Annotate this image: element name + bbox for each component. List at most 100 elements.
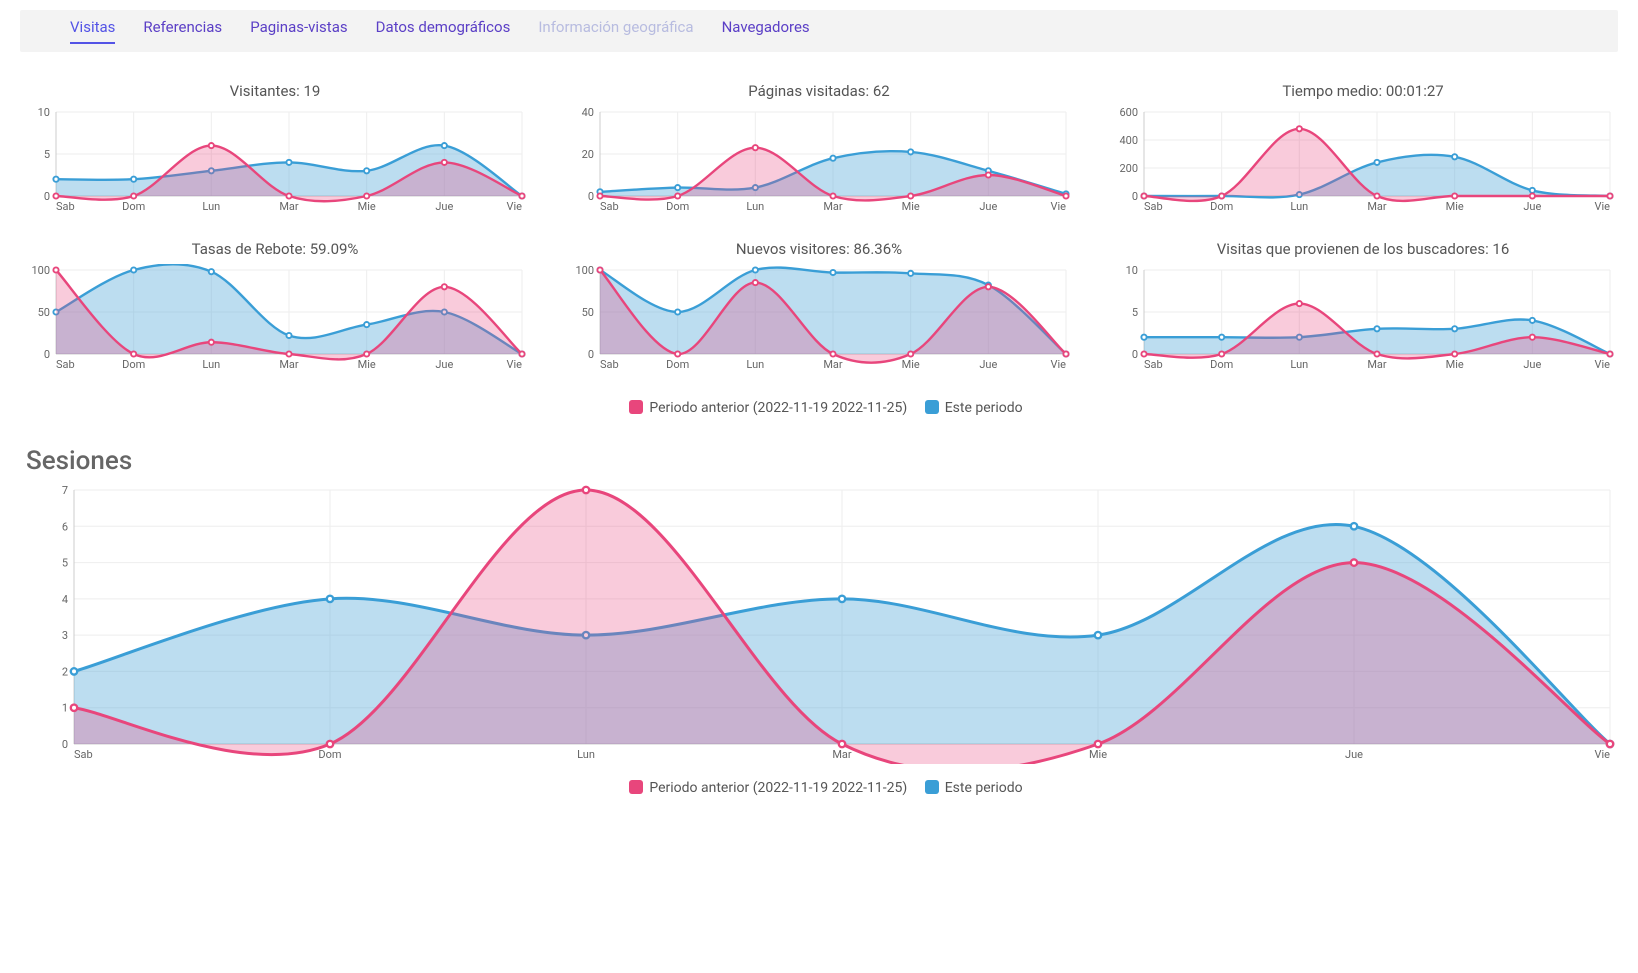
- sessions-chart: 0 1 2 3 4 5 6 7 Sab Dom Lun Mar Mie Jue Vie: [20, 484, 1618, 764]
- svg-text:50: 50: [582, 306, 594, 319]
- svg-text:Sab: Sab: [600, 358, 619, 371]
- svg-text:10: 10: [1126, 264, 1138, 277]
- svg-text:Mie: Mie: [902, 358, 920, 371]
- mini-chart-5: Visitas que provienen de los buscadores:…: [1108, 240, 1618, 374]
- svg-text:0: 0: [62, 738, 68, 751]
- svg-text:Lun: Lun: [577, 748, 595, 761]
- mini-chart-0: Visitantes: 190510SabDomLunMarMieJueVie: [20, 82, 530, 216]
- tab-navegadores[interactable]: Navegadores: [722, 18, 810, 44]
- svg-text:Mie: Mie: [1089, 748, 1107, 761]
- mini-chart-title: Visitas que provienen de los buscadores:…: [1108, 240, 1618, 258]
- svg-text:Mar: Mar: [823, 358, 843, 371]
- svg-text:6: 6: [62, 520, 68, 533]
- svg-text:Lun: Lun: [202, 358, 220, 371]
- svg-text:3: 3: [62, 629, 68, 642]
- svg-text:0: 0: [44, 190, 50, 203]
- svg-text:5: 5: [1132, 306, 1138, 319]
- svg-text:7: 7: [62, 484, 68, 497]
- svg-text:Sab: Sab: [1144, 200, 1163, 213]
- svg-text:4: 4: [62, 593, 68, 606]
- svg-text:0: 0: [1132, 348, 1138, 361]
- svg-text:Mie: Mie: [902, 200, 920, 213]
- svg-text:Vie: Vie: [506, 200, 522, 213]
- svg-text:Jue: Jue: [1345, 748, 1363, 761]
- mini-chart-title: Tiempo medio: 00:01:27: [1108, 82, 1618, 100]
- tab-datos-demogr-ficos[interactable]: Datos demográficos: [376, 18, 511, 44]
- svg-text:Vie: Vie: [1050, 358, 1066, 371]
- svg-text:Vie: Vie: [1594, 200, 1610, 213]
- svg-text:0: 0: [44, 348, 50, 361]
- svg-text:2: 2: [62, 665, 68, 678]
- svg-text:0: 0: [588, 190, 594, 203]
- svg-text:100: 100: [31, 264, 50, 277]
- svg-text:Lun: Lun: [746, 200, 764, 213]
- svg-text:Lun: Lun: [1290, 358, 1308, 371]
- svg-text:10: 10: [38, 106, 50, 119]
- mini-chart-4: Nuevos visitores: 86.36% 0 50 100 Sab Dom Lun M…: [564, 240, 1074, 374]
- legend-prev-label-2: Periodo anterior (2022-11-19 2022-11-25): [649, 780, 907, 796]
- svg-text:Vie: Vie: [1594, 358, 1610, 371]
- svg-text:Mar: Mar: [279, 200, 299, 213]
- svg-text:20: 20: [582, 148, 594, 161]
- svg-text:Sab: Sab: [74, 748, 93, 761]
- legend-curr-label-2: Este periodo: [945, 780, 1023, 796]
- svg-text:Dom: Dom: [122, 200, 145, 213]
- svg-text:Jue: Jue: [1523, 200, 1541, 213]
- mini-chart-plot: 0510SabDomLunMarMieJueVie: [1108, 264, 1618, 374]
- mini-chart-plot: 0 20 40 Sab Dom Lun Mar Mie Jue Vie: [564, 106, 1074, 216]
- svg-text:Mar: Mar: [1367, 200, 1387, 213]
- svg-text:Sab: Sab: [56, 358, 75, 371]
- svg-text:0: 0: [588, 348, 594, 361]
- svg-text:Vie: Vie: [506, 358, 522, 371]
- svg-text:Mar: Mar: [823, 200, 843, 213]
- mini-chart-title: Visitantes: 19: [20, 82, 530, 100]
- tab-paginas-vistas[interactable]: Paginas-vistas: [250, 18, 347, 44]
- legend-curr-label: Este periodo: [945, 400, 1023, 416]
- mini-chart-1: Páginas visitadas: 62 0 20 40 Sab Dom Lun Mar Mi…: [564, 82, 1074, 216]
- svg-text:200: 200: [1119, 162, 1138, 175]
- svg-text:5: 5: [44, 148, 50, 161]
- mini-chart-plot: 0200400600SabDomLunMarMieJueVie: [1108, 106, 1618, 216]
- svg-text:5: 5: [62, 557, 68, 570]
- svg-text:400: 400: [1119, 134, 1138, 147]
- tab-informaci-n-geogr-fica[interactable]: Información geográfica: [538, 18, 693, 44]
- svg-text:1: 1: [62, 702, 68, 715]
- svg-text:50: 50: [38, 306, 50, 319]
- svg-text:Dom: Dom: [1210, 200, 1233, 213]
- mini-charts-grid: Visitantes: 190510SabDomLunMarMieJueVieP…: [20, 82, 1618, 374]
- svg-text:100: 100: [575, 264, 594, 277]
- svg-text:Lun: Lun: [746, 358, 764, 371]
- mini-chart-title: Nuevos visitores: 86.36%: [564, 240, 1074, 258]
- svg-text:600: 600: [1119, 106, 1138, 119]
- svg-text:Mie: Mie: [358, 200, 376, 213]
- svg-text:Dom: Dom: [318, 748, 341, 761]
- svg-text:Dom: Dom: [1210, 358, 1233, 371]
- sessions-legend: Periodo anterior (2022-11-19 2022-11-25)…: [20, 780, 1618, 796]
- svg-text:Mar: Mar: [279, 358, 299, 371]
- mini-chart-title: Páginas visitadas: 62: [564, 82, 1074, 100]
- mini-chart-title: Tasas de Rebote: 59.09%: [20, 240, 530, 258]
- svg-text:Vie: Vie: [1594, 748, 1610, 761]
- svg-text:Mie: Mie: [1446, 358, 1464, 371]
- svg-text:Jue: Jue: [435, 200, 453, 213]
- mini-chart-3: Tasas de Rebote: 59.09% 0 50 100 Sab Dom Lun Ma…: [20, 240, 530, 374]
- svg-text:Jue: Jue: [979, 200, 997, 213]
- svg-text:Dom: Dom: [666, 358, 689, 371]
- svg-text:0: 0: [1132, 190, 1138, 203]
- analytics-tabbar: Visitas Referencias Paginas-vistas Datos de…: [20, 10, 1618, 52]
- svg-text:Dom: Dom: [122, 358, 145, 371]
- tab-referencias[interactable]: Referencias: [143, 18, 222, 44]
- svg-text:Lun: Lun: [202, 200, 220, 213]
- svg-text:Mie: Mie: [1446, 200, 1464, 213]
- mini-chart-plot: 050100SabDomLunMarMieJueVie: [20, 264, 530, 374]
- svg-text:Mar: Mar: [832, 748, 852, 761]
- svg-text:40: 40: [582, 106, 594, 119]
- mini-chart-2: Tiempo medio: 00:01:270200400600SabDomLu…: [1108, 82, 1618, 216]
- tab-visitas[interactable]: Visitas: [70, 18, 115, 44]
- svg-text:Jue: Jue: [979, 358, 997, 371]
- svg-text:Sab: Sab: [600, 200, 619, 213]
- svg-text:Mie: Mie: [358, 358, 376, 371]
- legend-prev-label: Periodo anterior (2022-11-19 2022-11-25): [649, 400, 907, 416]
- svg-text:Dom: Dom: [666, 200, 689, 213]
- svg-text:Vie: Vie: [1050, 200, 1066, 213]
